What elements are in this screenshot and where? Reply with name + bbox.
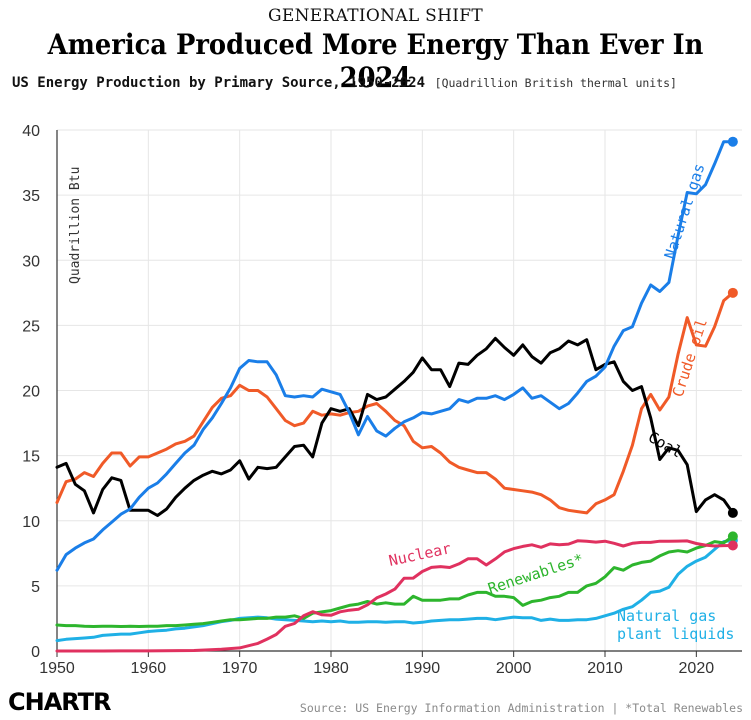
label-layer: Quadrillion Btu Natural gas Crude oil Co… <box>68 161 734 643</box>
x-tick-label: 1950 <box>39 660 75 677</box>
y-tick-label: 25 <box>22 318 40 335</box>
chart-kicker: GENERATIONAL SHIFT <box>268 6 483 26</box>
x-tick-label: 1970 <box>222 660 258 677</box>
brand-logo: CHARTR <box>8 688 112 716</box>
series-layer <box>55 136 738 653</box>
y-tick-label: 0 <box>31 644 40 661</box>
series-endpoint-coal <box>727 507 738 518</box>
y-tick-label: 20 <box>22 384 40 401</box>
series-line-crude-oil <box>55 291 735 515</box>
series-endpoint-renewables <box>727 531 738 542</box>
series-label-nuclear: Nuclear <box>387 539 453 570</box>
chart-title: America Produced More Energy Than Ever I… <box>47 28 704 94</box>
x-tick-label: 1960 <box>131 660 167 677</box>
chart-subtitle: US Energy Production by Primary Source, … <box>12 75 426 91</box>
series-label-ngl-line1: Natural gas <box>617 607 716 625</box>
series-endpoint-crude-oil <box>727 287 738 298</box>
series-endpoint-natural-gas <box>727 136 738 147</box>
y-tick-label: 40 <box>22 123 40 140</box>
x-tick-label: 1980 <box>313 660 349 677</box>
y-tick-label: 30 <box>22 253 40 270</box>
y-tick-label: 35 <box>22 188 40 205</box>
x-tick-label: 1990 <box>405 660 441 677</box>
series-label-renewables: Renewables* <box>486 550 586 598</box>
grid-layer <box>57 129 742 651</box>
axis-layer: 0 5 10 15 20 25 30 35 40 1950 1960 1970 1980 1990 2000… <box>22 123 742 677</box>
x-tick-label: 2000 <box>496 660 532 677</box>
series-line-natural-gas <box>55 140 735 572</box>
x-tick-label: 2020 <box>679 660 715 677</box>
series-line-coal <box>55 336 735 517</box>
unit-note: [Quadrillion British thermal units] <box>434 76 677 90</box>
series-label-ngl-line2: plant liquids <box>617 625 734 643</box>
series-endpoint-nuclear <box>727 540 738 551</box>
series-label-natural-gas: Natural gas <box>661 161 709 261</box>
y-tick-label: 5 <box>31 579 40 596</box>
chart-subtitle-row: US Energy Production by Primary Source, … <box>12 72 677 91</box>
y-axis-title: Quadrillion Btu <box>68 167 83 284</box>
series-label-coal: Coal <box>645 428 685 462</box>
series-line-natural-gas-plant-liquids <box>55 538 735 643</box>
series-label-crude-oil: Crude oil <box>669 316 711 399</box>
y-tick-label: 10 <box>22 514 40 531</box>
x-tick-label: 2010 <box>587 660 623 677</box>
series-line-renewables <box>55 534 735 628</box>
source-note: Source: US Energy Information Administra… <box>299 701 743 715</box>
y-tick-label: 15 <box>22 449 40 466</box>
series-line-nuclear <box>55 539 735 653</box>
